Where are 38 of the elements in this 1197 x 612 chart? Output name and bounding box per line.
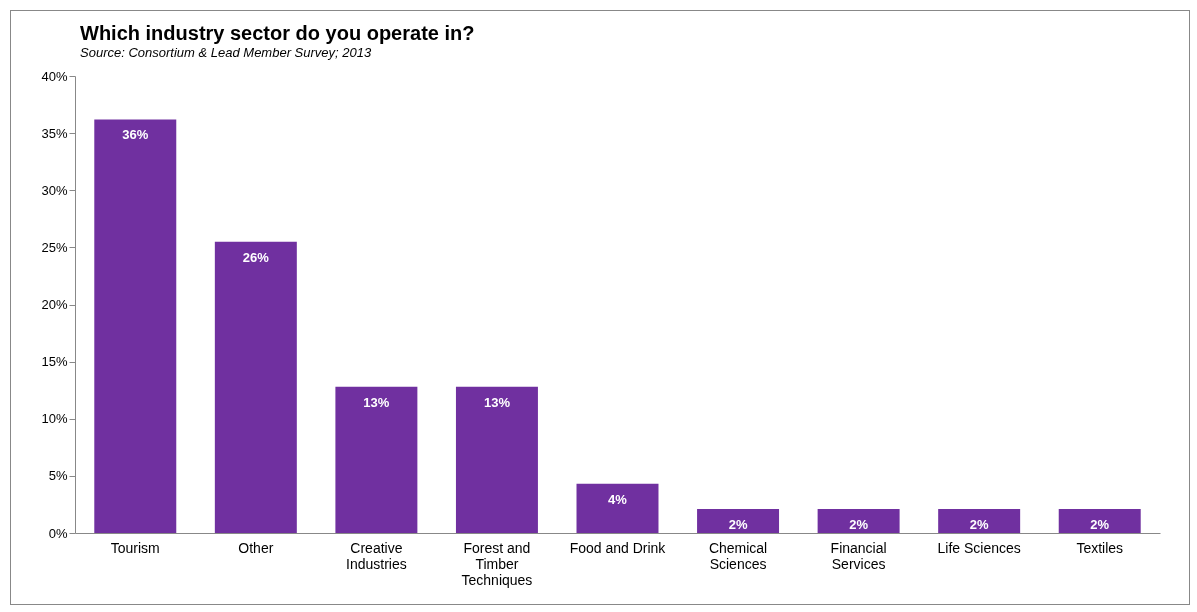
x-tick-label: Chemical Sciences xyxy=(708,539,768,572)
x-tick-label: Creative Industries xyxy=(346,539,407,572)
bar xyxy=(455,386,538,533)
x-tick-label: Forest and Timber Techniques xyxy=(461,539,533,588)
bar xyxy=(817,509,900,533)
data-label: 2% xyxy=(969,517,989,533)
data-label: 4% xyxy=(608,491,628,507)
y-tick-label: 20% xyxy=(41,297,68,312)
data-label: 13% xyxy=(483,394,511,410)
x-tick-label: Other xyxy=(238,539,274,556)
x-tick-label: Financial Services xyxy=(830,539,887,572)
y-tick-label: 10% xyxy=(41,411,68,427)
bar xyxy=(214,241,297,533)
data-label: 13% xyxy=(363,394,390,410)
bar xyxy=(335,386,418,533)
bar xyxy=(1058,509,1141,533)
y-tick-label: 30% xyxy=(41,182,68,198)
bar xyxy=(697,509,780,533)
y-tick-label: 35% xyxy=(41,125,68,141)
y-tick-label: 25% xyxy=(41,239,68,255)
data-label: 36% xyxy=(122,127,149,143)
x-tick-label: Life Sciences xyxy=(937,539,1021,556)
y-tick-label: 5% xyxy=(48,468,68,484)
bar xyxy=(938,509,1021,533)
data-label: 2% xyxy=(849,517,869,533)
data-label: 2% xyxy=(728,517,748,533)
data-label: 2% xyxy=(1090,517,1110,533)
x-tick-label: Food and Drink xyxy=(569,539,667,556)
y-tick-label: 40% xyxy=(41,68,68,84)
bar xyxy=(94,119,177,533)
y-tick-label: 15% xyxy=(41,354,68,370)
bar xyxy=(576,483,659,533)
chart-title: Which industry sector do you operate in? xyxy=(80,22,475,44)
data-label: 26% xyxy=(242,249,270,265)
x-tick-label: Textiles xyxy=(1076,539,1124,556)
y-tick-label: 0% xyxy=(48,525,68,541)
chart-subtitle: Source: Consortium & Lead Member Survey; 2013 xyxy=(80,45,372,60)
x-tick-label: Tourism xyxy=(110,539,160,556)
